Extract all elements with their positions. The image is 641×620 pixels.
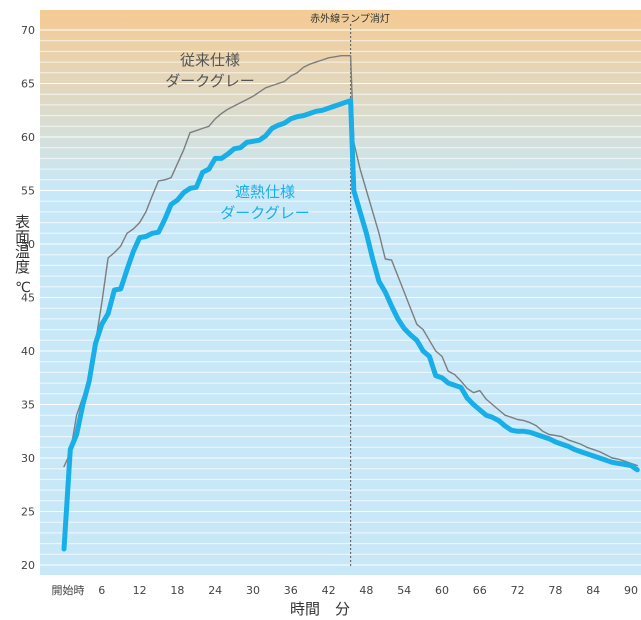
- x-tick-label: 30: [246, 584, 260, 597]
- series-line-heat-shield: [61, 98, 640, 552]
- x-tick-label: 66: [473, 584, 487, 597]
- grid-lines: [40, 29, 641, 566]
- y-tick-labels: 20 25 30 35 40 45 50 55 60 65 70: [21, 24, 35, 572]
- x-tick-label: 42: [322, 584, 336, 597]
- x-tick-label: 6: [98, 584, 105, 597]
- x-tick-label: 72: [511, 584, 525, 597]
- x-tick-label: 90: [624, 584, 638, 597]
- x-tick-label: 84: [586, 584, 600, 597]
- y-tick-label: 20: [21, 559, 35, 572]
- y-axis-label: 表面温度: [13, 214, 31, 274]
- y-tick-label: 40: [21, 345, 35, 358]
- x-tick-label: 24: [208, 584, 222, 597]
- y-tick-label: 55: [21, 185, 35, 198]
- y-axis-unit: ℃: [15, 280, 31, 296]
- series-label-conventional: 従来仕様 ダークグレー: [165, 51, 255, 90]
- y-tick-label: 45: [21, 292, 35, 305]
- x-axis-title: 時間 分: [290, 600, 351, 618]
- x-tick-label: 36: [284, 584, 298, 597]
- series-label-heat-shield: 遮熱仕様 ダークグレー: [220, 183, 310, 222]
- lamp-off-annotation: 赤外線ランプ消灯: [310, 14, 390, 25]
- x-tick-label: 開始時: [52, 583, 85, 597]
- y-tick-label: 25: [21, 506, 35, 519]
- x-tick-label: 48: [359, 584, 373, 597]
- y-tick-label: 35: [21, 399, 35, 412]
- series-lines: [61, 55, 640, 552]
- x-tick-label: 60: [435, 584, 449, 597]
- x-tick-label: 78: [548, 584, 562, 597]
- y-tick-label: 70: [21, 24, 35, 37]
- y-tick-label: 60: [21, 131, 35, 144]
- x-tick-label: 54: [397, 584, 411, 597]
- x-tick-labels: 開始時 6 12 18 24 30 36 42 48 54 60 66 72 78 84 90: [52, 583, 639, 597]
- y-axis-title: 表面温度 ℃: [12, 214, 34, 298]
- y-tick-label: 65: [21, 78, 35, 91]
- y-tick-label: 30: [21, 452, 35, 465]
- x-tick-label: 18: [170, 584, 184, 597]
- x-tick-label: 12: [133, 584, 147, 597]
- y-tick-label: 50: [21, 238, 35, 251]
